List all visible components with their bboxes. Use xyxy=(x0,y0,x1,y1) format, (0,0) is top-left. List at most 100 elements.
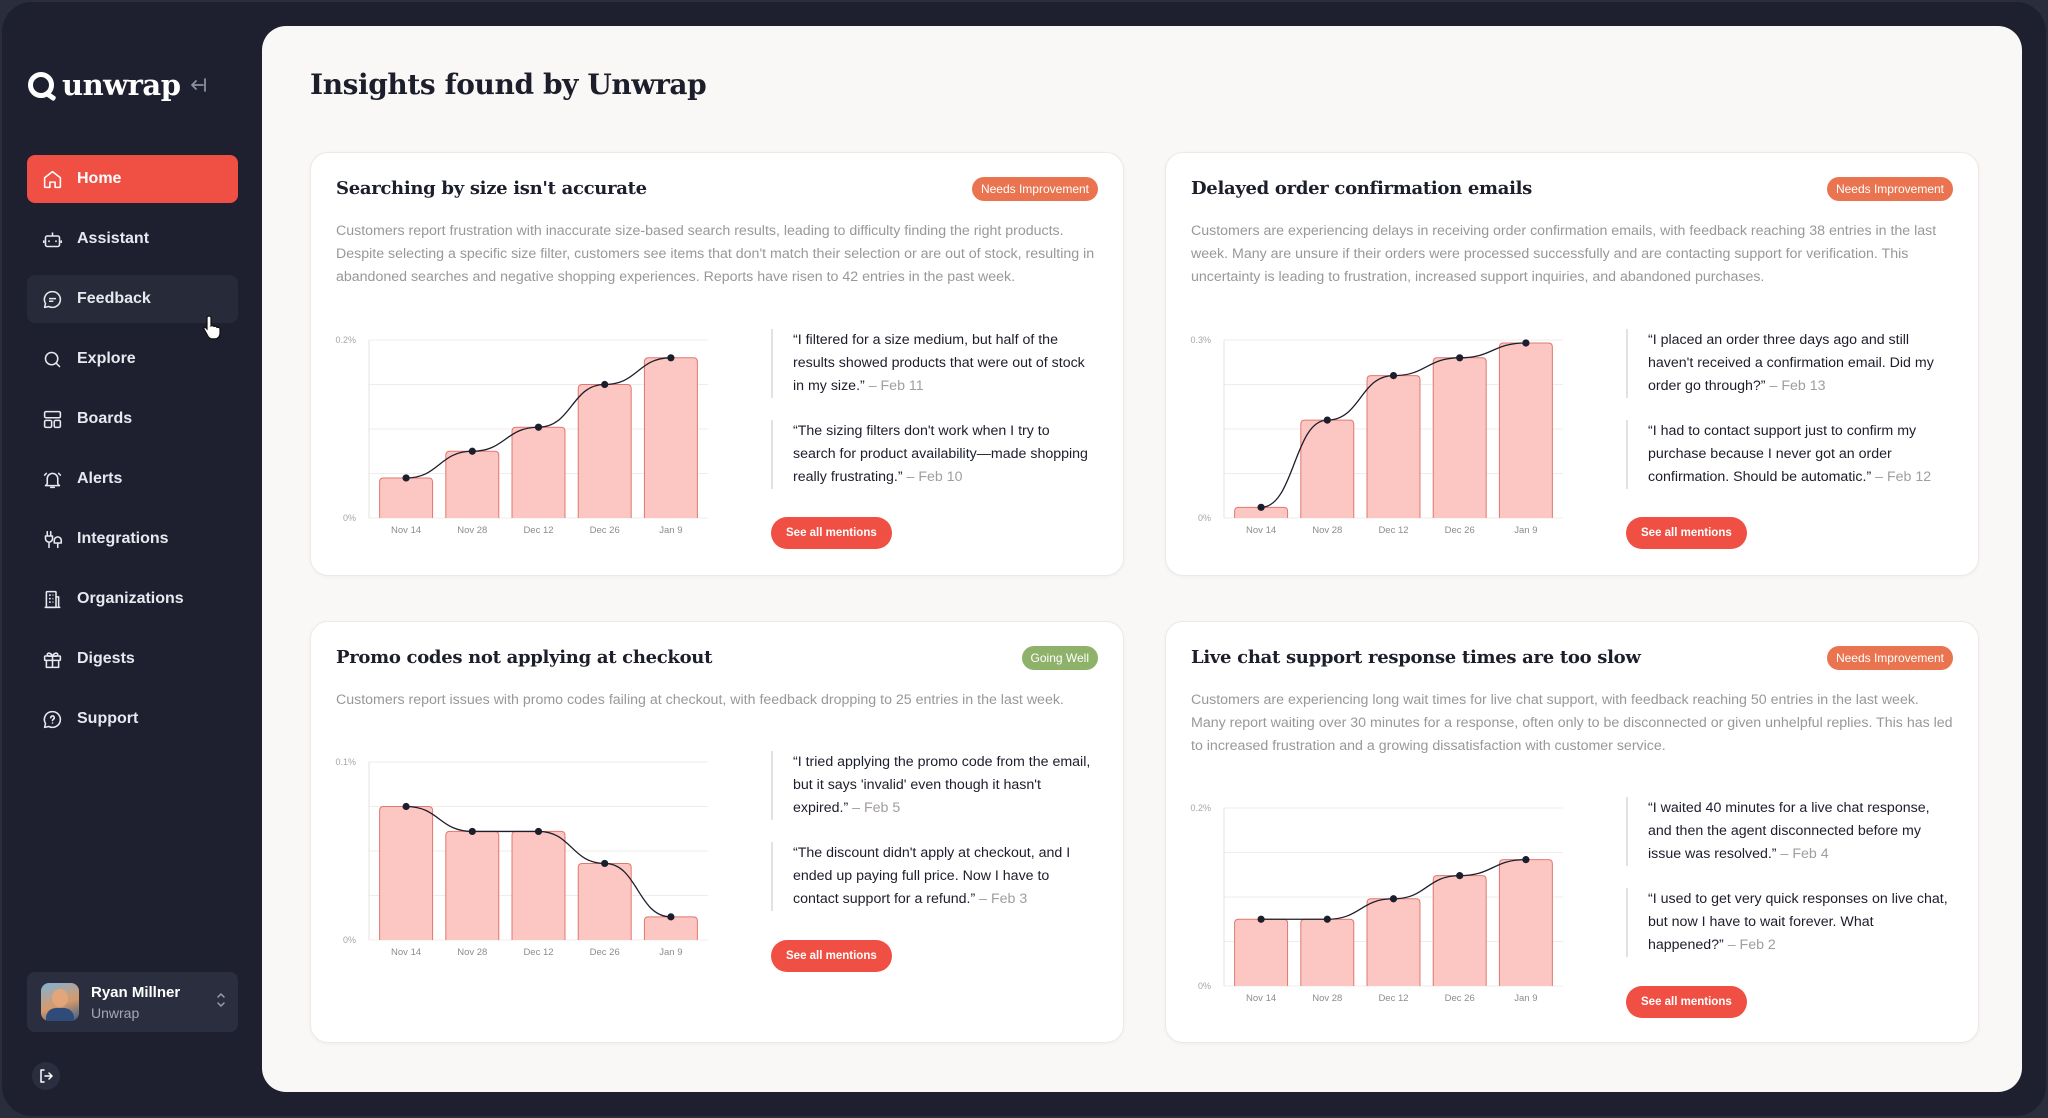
logout-button[interactable] xyxy=(32,1062,60,1090)
quote-date: – Feb 4 xyxy=(1780,846,1829,862)
quote-text: “I had to contact support just to confir… xyxy=(1648,423,1917,485)
x-tick-label: Dec 26 xyxy=(1445,525,1475,536)
trend-point xyxy=(402,474,410,482)
boards-icon xyxy=(41,408,63,430)
x-tick-label: Dec 26 xyxy=(590,947,620,958)
trend-chart: 0% 0.2% Nov 14 Nov 28 Dec 12 Dec 26 Jan 9 xyxy=(1190,796,1571,1016)
quote-text: “I placed an order three days ago and st… xyxy=(1648,332,1934,394)
logo: unwrap xyxy=(28,68,181,102)
x-tick-label: Jan 9 xyxy=(1514,525,1537,536)
sidebar-item-alerts[interactable]: Alerts xyxy=(27,455,238,503)
insight-card: Promo codes not applying at checkout Goi… xyxy=(310,621,1124,1043)
chart-bar xyxy=(577,384,632,518)
sidebar-item-assistant[interactable]: Assistant xyxy=(27,215,238,263)
status-badge: Needs Improvement xyxy=(1826,177,1953,201)
quote-date: – Feb 5 xyxy=(852,800,901,816)
trend-point xyxy=(1522,856,1530,864)
trend-chart: 0% 0.2% Nov 14 Nov 28 Dec 12 Dec 26 Jan 9 xyxy=(335,328,716,548)
trend-point xyxy=(468,827,476,836)
see-all-mentions-button[interactable]: See all mentions xyxy=(1626,517,1747,549)
see-all-mentions-button[interactable]: See all mentions xyxy=(1626,986,1747,1018)
trend-point xyxy=(1257,503,1265,511)
y-tick-label: 0% xyxy=(343,513,356,523)
trend-point xyxy=(1323,915,1331,923)
sidebar-item-digests[interactable]: Digests xyxy=(27,635,238,683)
integrations-icon xyxy=(41,528,63,550)
chart-bar xyxy=(1366,898,1421,986)
quote-date: – Feb 12 xyxy=(1875,469,1932,485)
sidebar-item-label: Support xyxy=(77,710,139,727)
sidebar-item-label: Alerts xyxy=(77,470,123,487)
sidebar-item-organizations[interactable]: Organizations xyxy=(27,575,238,623)
quote-text: “I filtered for a size medium, but half … xyxy=(793,332,1085,394)
x-tick-label: Nov 28 xyxy=(1312,525,1342,536)
chart-bar xyxy=(379,477,434,518)
chevron-up-down-icon xyxy=(216,992,226,1009)
sidebar-item-label: Digests xyxy=(77,650,135,667)
y-tick-label: 0% xyxy=(1198,513,1211,523)
chart-bar xyxy=(1234,918,1289,986)
sidebar-item-label: Home xyxy=(77,170,122,187)
x-tick-label: Jan 9 xyxy=(659,947,682,958)
sidebar-item-explore[interactable]: Explore xyxy=(27,335,238,383)
quote-text: “I waited 40 minutes for a live chat res… xyxy=(1648,800,1930,862)
quote: “I used to get very quick responses on l… xyxy=(1626,888,1951,957)
see-all-mentions-button[interactable]: See all mentions xyxy=(771,517,892,549)
sidebar-item-label: Boards xyxy=(77,410,133,427)
quote: “I filtered for a size medium, but half … xyxy=(771,329,1096,398)
card-title: Promo codes not applying at checkout xyxy=(336,647,713,668)
y-tick-label: 0.1% xyxy=(335,757,356,767)
x-tick-label: Dec 12 xyxy=(1378,525,1408,536)
user-switcher[interactable]: Ryan Millner Unwrap xyxy=(27,972,238,1032)
building-icon xyxy=(41,588,63,610)
quote: “The discount didn't apply at checkout, … xyxy=(771,842,1096,911)
y-tick-label: 0.2% xyxy=(1190,803,1211,813)
sidebar-item-feedback[interactable]: Feedback xyxy=(27,275,238,323)
card-title: Live chat support response times are too… xyxy=(1191,647,1641,668)
x-tick-label: Nov 14 xyxy=(1246,993,1276,1004)
see-all-mentions-button[interactable]: See all mentions xyxy=(771,940,892,972)
sidebar-item-home[interactable]: Home xyxy=(27,155,238,203)
sidebar-item-label: Organizations xyxy=(77,590,184,607)
y-tick-label: 0% xyxy=(343,935,356,945)
sidebar-item-integrations[interactable]: Integrations xyxy=(27,515,238,563)
status-badge: Needs Improvement xyxy=(1826,646,1953,670)
chart-bar xyxy=(445,450,500,518)
quote-date: – Feb 2 xyxy=(1727,937,1776,953)
trend-point xyxy=(1389,372,1398,380)
support-icon xyxy=(41,708,63,730)
chart-bar xyxy=(1366,375,1421,518)
quote: “The sizing filters don't work when I tr… xyxy=(771,420,1096,489)
trend-point xyxy=(534,423,543,431)
trend-point xyxy=(667,913,675,921)
x-tick-label: Nov 14 xyxy=(391,947,421,958)
avatar xyxy=(41,983,79,1021)
quote-date: – Feb 11 xyxy=(868,378,924,394)
card-description: Customers are experiencing delays in rec… xyxy=(1191,223,1937,285)
x-tick-label: Jan 9 xyxy=(1514,993,1537,1004)
quotes-list: “I waited 40 minutes for a live chat res… xyxy=(1626,797,1951,979)
card-description: Customers are experiencing long wait tim… xyxy=(1191,692,1953,754)
quote-date: – Feb 3 xyxy=(979,891,1028,907)
sidebar-item-label: Integrations xyxy=(77,530,169,547)
x-tick-label: Nov 14 xyxy=(1246,525,1276,536)
x-tick-label: Dec 12 xyxy=(1378,993,1408,1004)
trend-chart: 0% 0.1% Nov 14 Nov 28 Dec 12 Dec 26 Jan 9 xyxy=(335,750,716,970)
chat-bubble-icon xyxy=(41,288,63,310)
sidebar-item-support[interactable]: Support xyxy=(27,695,238,743)
x-tick-label: Dec 26 xyxy=(590,525,620,536)
y-tick-label: 0.2% xyxy=(335,335,356,345)
quote-date: – Feb 10 xyxy=(906,469,963,485)
chart-svg: 0% 0.3% Nov 14 Nov 28 Dec 12 Dec 26 Jan 9 xyxy=(1190,335,1563,536)
sidebar-item-label: Explore xyxy=(77,350,136,367)
robot-icon xyxy=(41,228,63,250)
chart-bar xyxy=(1432,875,1487,986)
quote: “I placed an order three days ago and st… xyxy=(1626,329,1951,398)
collapse-sidebar-icon[interactable] xyxy=(186,74,210,98)
card-title: Searching by size isn't accurate xyxy=(336,178,647,199)
chart-bar xyxy=(1498,342,1553,518)
quote-text: “I used to get very quick responses on l… xyxy=(1648,891,1948,953)
sidebar-item-boards[interactable]: Boards xyxy=(27,395,238,443)
x-tick-label: Dec 26 xyxy=(1445,993,1475,1004)
